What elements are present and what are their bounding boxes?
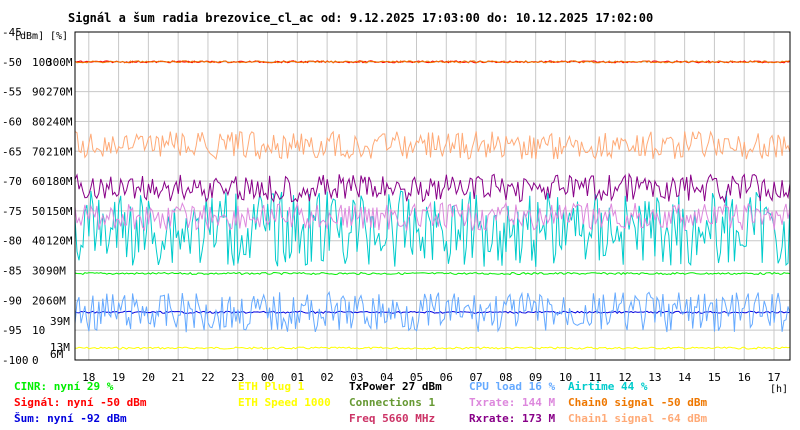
series-txrate-line [74,201,791,232]
y-tick-pct: 0 [32,354,39,367]
legend-item: Chain0 signal -50 dBm [568,396,707,409]
y-tick-pct: 20 [32,294,45,307]
x-tick: 22 [201,371,214,384]
x-tick: 07 [469,371,482,384]
y-tick-dbm: -65 [2,145,22,158]
y-tick-rate: 90M [46,265,66,278]
x-tick: 01 [291,371,304,384]
series-cinr-line [74,271,791,276]
legend-item: Chain1 signal -64 dBm [568,412,707,425]
y-tick-dbm: -100 [2,354,29,367]
x-tick: 09 [529,371,542,384]
legend-item: TxPower 27 dBm [349,380,442,393]
series-cpu-load-line [74,290,791,333]
x-tick: 08 [499,371,512,384]
y-tick-rate: 150M [46,205,73,218]
y-tick-dbm: -80 [2,235,22,248]
y-tick-pct: 70 [32,145,45,158]
x-tick: 11 [589,371,602,384]
legend-item: Freq 5660 MHz [349,412,435,425]
series--um-line [74,310,791,314]
x-tick: 12 [618,371,631,384]
y-tick-rate: 120M [46,235,73,248]
legend-item: Rxrate: 173 M [469,412,555,425]
legend-item: Šum: nyní -92 dBm [14,412,127,425]
y-axis-label-dbm: [dBm] [14,31,44,42]
y-tick-pct: 30 [32,265,45,278]
y-tick-pct: 100 [32,56,52,69]
chart-title: Signál a šum radia brezovice_cl_ac od: 9… [68,11,653,26]
x-tick: 04 [380,371,394,384]
y-tick-dbm: -60 [2,115,22,128]
y-tick-dbm: -50 [2,56,22,69]
legend-item: Airtime 44 % [568,380,648,393]
x-tick: 15 [708,371,721,384]
y-tick-rate-extra: 13M [50,341,70,354]
y-tick-pct: 40 [32,235,45,248]
y-tick-pct: 10 [32,324,45,337]
x-tick: 14 [678,371,692,384]
legend-item: Signál: nyní -50 dBm [14,396,147,409]
y-tick-dbm: -95 [2,324,22,337]
y-tick-rate: 240M [46,115,73,128]
y-tick-rate: 60M [46,294,66,307]
x-tick: 02 [321,371,334,384]
x-tick: 19 [112,371,125,384]
legend-item: CPU load 16 % [469,380,555,393]
y-tick-dbm: -75 [2,205,22,218]
x-tick: 17 [767,371,780,384]
y-tick-pct: 90 [32,86,45,99]
y-tick-pct: 50 [32,205,45,218]
legend-item: Txrate: 144 M [469,396,555,409]
y-tick-dbm: -85 [2,265,22,278]
y-tick-dbm: -70 [2,175,22,188]
x-tick: 16 [738,371,751,384]
x-tick: 20 [142,371,155,384]
y-tick-dbm: -90 [2,294,22,307]
x-tick: 13 [648,371,661,384]
x-axis-unit: [h] [770,384,788,395]
series-eth-speed-line [74,346,791,350]
y-tick-rate: 270M [46,86,73,99]
x-tick: 21 [172,371,185,384]
x-tick: 00 [261,371,274,384]
y-tick-rate-extra: 39M [50,315,70,328]
plot-frame [74,31,791,361]
series-chain0-signal-line [74,60,791,64]
legend-item: CINR: nyní 29 % [14,380,114,393]
y-tick-rate-extra: 6M [50,348,64,361]
x-tick: 18 [82,371,95,384]
x-tick: 10 [559,371,572,384]
x-tick: 06 [440,371,453,384]
y-tick-rate: 180M [46,175,73,188]
legend-item: ETH Speed 1000 [238,396,331,409]
legend-item: Connections 1 [349,396,435,409]
legend-item: ETH Plug 1 [238,380,305,393]
y-tick-pct: 60 [32,175,45,188]
y-tick-rate: 300M [46,56,73,69]
x-tick: 05 [410,371,423,384]
series-chain1-signal-line [74,130,791,160]
series-rxrate-line [74,172,791,204]
x-tick: 03 [350,371,363,384]
y-tick-dbm: -55 [2,86,22,99]
y-axis-label-pct: [%] [50,31,68,42]
y-tick-rate: 210M [46,145,73,158]
y-tick-pct: 80 [32,115,45,128]
x-tick: 23 [231,371,244,384]
y-tick-dbm: -45 [2,26,22,39]
